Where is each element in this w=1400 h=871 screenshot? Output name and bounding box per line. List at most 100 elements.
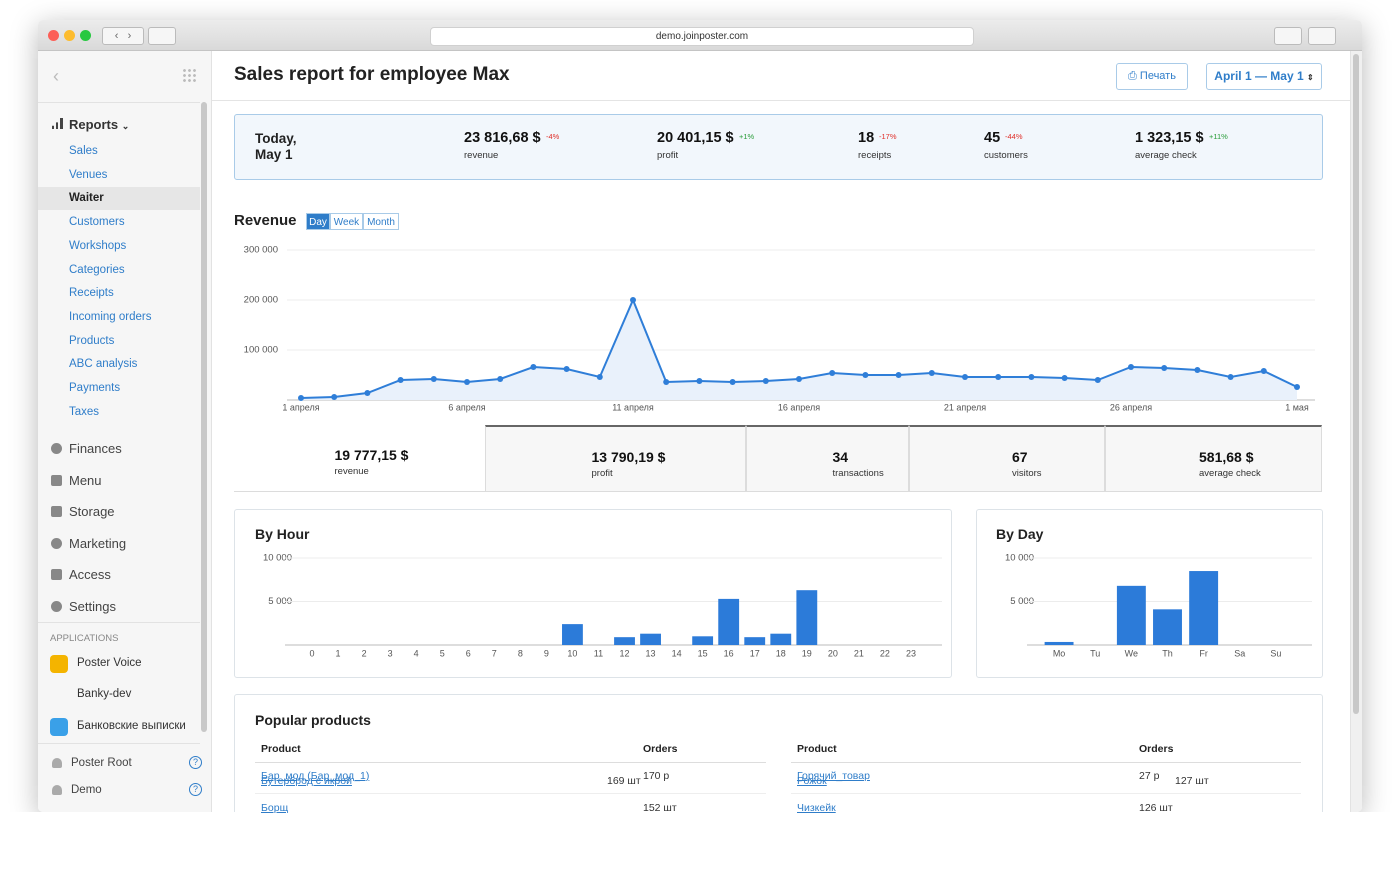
reports-icon xyxy=(52,118,63,129)
summary-tile[interactable]: 67 visitors xyxy=(909,425,1105,492)
product-link[interactable]: Бутерброд с икрой xyxy=(261,775,352,787)
period-tab[interactable]: Day xyxy=(306,213,330,230)
section-link[interactable]: Marketing xyxy=(69,535,127,551)
close-button[interactable] xyxy=(48,30,59,41)
stat-label: customers xyxy=(984,150,1028,161)
section-link[interactable]: Settings xyxy=(69,599,116,614)
report-link[interactable]: Sales xyxy=(69,145,98,157)
product-link[interactable]: Горячий_товар xyxy=(797,770,870,782)
report-link[interactable]: Taxes xyxy=(69,405,100,418)
share-button[interactable] xyxy=(1274,27,1302,45)
app-link[interactable]: Банковские выписки xyxy=(77,720,186,732)
x-tick-label: 11 апреля xyxy=(612,402,654,412)
apps-icon[interactable] xyxy=(182,68,196,82)
tile-label: profit xyxy=(591,468,613,479)
orders-cell: 126 шт xyxy=(1139,802,1173,814)
minimize-button[interactable] xyxy=(64,30,75,41)
x-tick-label: 20 xyxy=(828,648,838,658)
y-tick-label: 5 000 xyxy=(268,596,292,607)
point xyxy=(1128,364,1134,370)
x-tick-label: 19 xyxy=(802,648,812,658)
user-name[interactable]: Demo xyxy=(71,784,102,796)
period-tab[interactable]: Month xyxy=(363,213,399,230)
app-link[interactable]: Poster Voice xyxy=(77,657,142,669)
summary-tile[interactable]: 581,68 $ average check xyxy=(1105,425,1322,492)
section-icon xyxy=(51,443,62,454)
product-link[interactable]: Чизкейк xyxy=(797,802,836,814)
app-link[interactable]: Banky-dev xyxy=(77,688,132,700)
url-bar[interactable]: demo.joinposter.com xyxy=(430,27,974,46)
stat-change: -17% xyxy=(879,132,897,141)
point xyxy=(796,376,802,382)
today-line: Today, xyxy=(255,131,297,146)
report-link[interactable]: Waiter xyxy=(69,192,104,205)
report-link[interactable]: Receipts xyxy=(69,287,114,300)
stat-label: average check xyxy=(1135,150,1197,161)
report-link[interactable]: Incoming orders xyxy=(69,310,152,323)
print-button[interactable]: ⎙ Печать xyxy=(1116,63,1188,90)
report-link[interactable]: Venues xyxy=(69,168,108,181)
scroll-thumb[interactable] xyxy=(1353,54,1359,714)
point xyxy=(596,374,603,380)
tile-value: 67 xyxy=(1012,449,1028,465)
tile-label: revenue xyxy=(334,466,369,477)
help-icon[interactable]: ? xyxy=(189,756,202,769)
tile-value: 34 xyxy=(832,449,849,465)
report-link[interactable]: ABC analysis xyxy=(69,358,138,371)
x-tick-label: 1 мая xyxy=(1285,402,1309,412)
x-tick-label: 6 xyxy=(466,648,471,658)
sidebar xyxy=(38,51,212,812)
point xyxy=(1194,367,1201,373)
x-tick-label: 18 xyxy=(776,648,786,658)
user-name[interactable]: Poster Root xyxy=(71,757,132,769)
x-tick-label: 21 xyxy=(854,648,864,658)
y-tick-label: 300 000 xyxy=(244,245,278,256)
report-link[interactable]: Payments xyxy=(69,382,121,394)
nav-buttons[interactable]: ‹ › xyxy=(102,27,144,45)
help-icon[interactable]: ? xyxy=(189,783,202,796)
selected-row xyxy=(38,187,200,211)
report-link[interactable]: Categories xyxy=(69,263,125,276)
section-link[interactable]: Storage xyxy=(69,504,115,520)
x-tick-label: We xyxy=(1125,648,1138,658)
point xyxy=(762,378,769,384)
orders-cell: 169 шт xyxy=(607,775,641,787)
report-link[interactable]: Customers xyxy=(69,216,125,229)
sidebar-toggle[interactable] xyxy=(148,27,176,45)
summary-tile[interactable]: 34 transactions xyxy=(746,425,909,492)
y-tick-label: 100 000 xyxy=(244,345,278,356)
summary-tile[interactable]: 19 777,15 $ revenue xyxy=(234,425,485,492)
report-link[interactable]: Workshops xyxy=(69,239,127,252)
bar xyxy=(718,598,740,645)
period-tab[interactable]: Week xyxy=(330,213,363,230)
reports-heading[interactable]: Reports ⌄ xyxy=(69,117,130,132)
revenue-chart: 100 000 200 000 300 000 1 апреля 6 апреля 11 … xyxy=(244,245,1315,412)
stat-change: -4% xyxy=(546,132,560,141)
x-tick-label: 5 xyxy=(440,648,445,658)
bar xyxy=(562,624,583,645)
section-link[interactable]: Menu xyxy=(69,472,102,488)
popular-panel xyxy=(234,694,1323,835)
product-link[interactable]: Бар_мод (Бар_мод_1) xyxy=(261,770,370,782)
tabs-button[interactable] xyxy=(1308,27,1336,45)
x-tick-label: 0 xyxy=(310,648,315,658)
section-link[interactable]: Finances xyxy=(69,441,122,456)
section-link[interactable]: Access xyxy=(69,567,111,583)
product-link[interactable]: Борщ xyxy=(261,802,289,814)
zoom-button[interactable] xyxy=(80,30,91,41)
by-hour-title: By Hour xyxy=(255,526,310,542)
x-tick-label: 4 xyxy=(414,648,419,658)
report-link[interactable]: Products xyxy=(69,334,115,347)
tile-label: transactions xyxy=(832,468,884,479)
product-link[interactable]: Рожок xyxy=(797,775,827,787)
back-icon[interactable]: ‹ xyxy=(53,66,59,86)
x-tick-label: 9 xyxy=(544,648,549,658)
point xyxy=(962,374,968,380)
divider xyxy=(212,100,1350,101)
date-range-button[interactable]: April 1 — May 1 ⇕ xyxy=(1206,63,1322,90)
point xyxy=(1161,365,1168,371)
x-tick-label: 26 апреля xyxy=(1110,402,1152,412)
summary-tile[interactable]: 13 790,19 $ profit xyxy=(485,425,746,492)
x-tick-label: 11 xyxy=(594,648,603,658)
point xyxy=(895,372,902,378)
